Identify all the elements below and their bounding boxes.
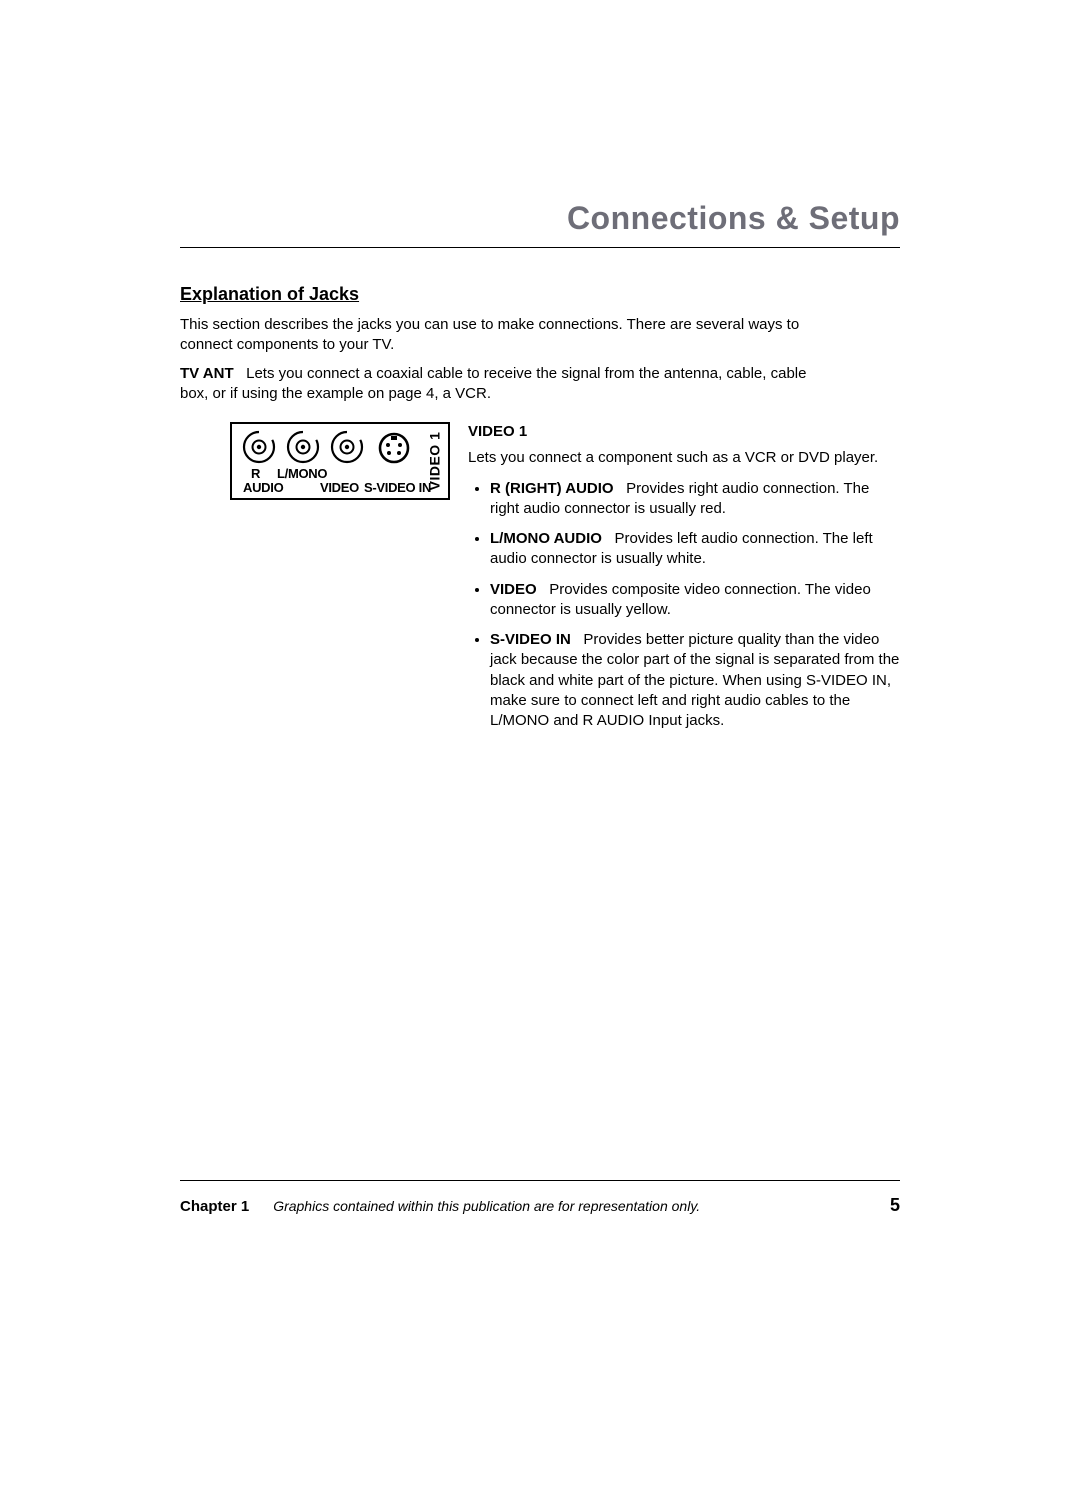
footer-chapter: Chapter 1 bbox=[180, 1198, 249, 1215]
section-heading: Explanation of Jacks bbox=[180, 284, 900, 305]
two-column-layout: VIDEO 1 R L/MONO AUDIO VIDEO S-VIDEO IN … bbox=[180, 422, 900, 741]
rca-jack-icon bbox=[242, 430, 276, 464]
list-item: VIDEO Provides composite video connectio… bbox=[490, 580, 900, 621]
chapter-title: Connections & Setup bbox=[180, 200, 900, 248]
list-item: L/MONO AUDIO Provides left audio connect… bbox=[490, 529, 900, 570]
diagram-label-svideo: S-VIDEO IN bbox=[364, 480, 431, 495]
page-content: Connections & Setup Explanation of Jacks… bbox=[180, 200, 900, 741]
diagram-label-audio: AUDIO bbox=[243, 480, 283, 495]
page-footer: Chapter 1 Graphics contained within this… bbox=[180, 1180, 900, 1216]
rca-jack-icon bbox=[330, 430, 364, 464]
jack-list: R (RIGHT) AUDIO Provides right audio con… bbox=[468, 479, 900, 732]
jack-label: L/MONO AUDIO bbox=[490, 530, 602, 547]
diagram-label-r: R bbox=[251, 466, 260, 481]
jack-label: S-VIDEO IN bbox=[490, 631, 571, 648]
footer-page-number: 5 bbox=[890, 1195, 900, 1216]
diagram-label-video: VIDEO bbox=[320, 480, 359, 495]
jack-label: VIDEO bbox=[490, 581, 537, 598]
tvant-paragraph: TV ANT Lets you connect a coaxial cable … bbox=[180, 364, 820, 405]
list-item: R (RIGHT) AUDIO Provides right audio con… bbox=[490, 479, 900, 520]
svideo-jack-icon bbox=[378, 432, 410, 464]
diagram-column: VIDEO 1 R L/MONO AUDIO VIDEO S-VIDEO IN bbox=[230, 422, 450, 500]
list-item: S-VIDEO IN Provides better picture quali… bbox=[490, 630, 900, 731]
rca-jack-icon bbox=[286, 430, 320, 464]
intro-paragraph: This section describes the jacks you can… bbox=[180, 315, 820, 356]
video-heading: VIDEO 1 bbox=[468, 422, 900, 442]
text-column: VIDEO 1 Lets you connect a component suc… bbox=[468, 422, 900, 741]
diagram-label-lmono: L/MONO bbox=[277, 466, 327, 481]
jack-diagram: VIDEO 1 R L/MONO AUDIO VIDEO S-VIDEO IN bbox=[230, 422, 450, 500]
video-intro: Lets you connect a component such as a V… bbox=[468, 448, 900, 468]
jack-text: Provides composite video connection. The… bbox=[490, 581, 871, 618]
footer-disclaimer: Graphics contained within this publicati… bbox=[273, 1198, 890, 1214]
jack-label: R (RIGHT) AUDIO bbox=[490, 480, 614, 497]
tvant-label: TV ANT bbox=[180, 365, 234, 382]
tvant-text: Lets you connect a coaxial cable to rece… bbox=[180, 365, 806, 402]
